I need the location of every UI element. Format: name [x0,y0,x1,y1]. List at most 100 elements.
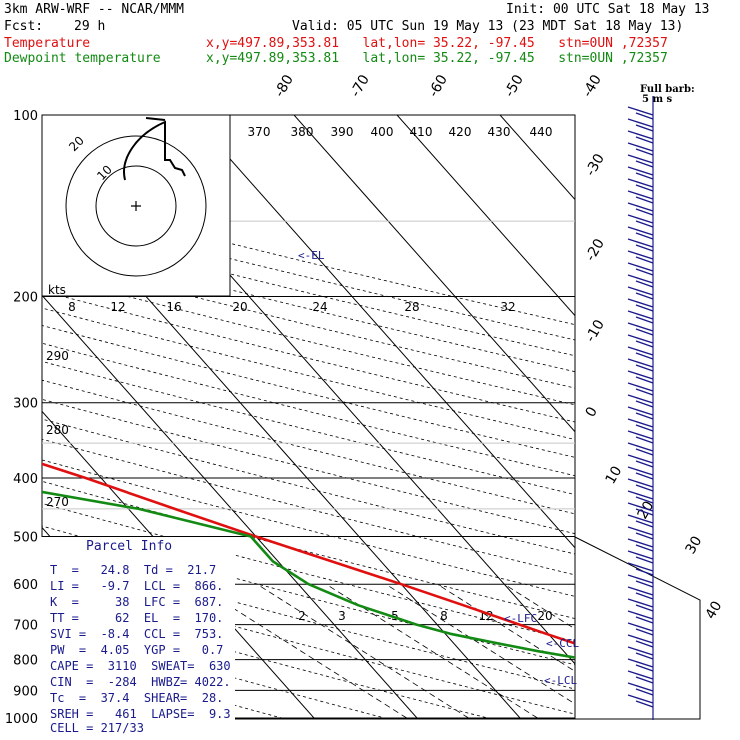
hodograph-axis-label: 8 [68,300,76,314]
dry-adiabat-line [42,573,575,715]
parcel-row: K = 38 LFC = 687. [50,595,224,609]
hodograph-axis-label: 20 [232,300,247,314]
level-annotation: <-LFC [504,612,537,625]
wind-barb [627,538,654,552]
wind-barb [627,682,654,696]
isotherm-line [293,115,575,433]
mixing-ratio-label: 2 [298,609,306,623]
level-annotation: <-LCL [544,674,577,687]
pressure-tick-label: 100 [13,109,38,124]
dewpoint-location: x,y=497.89,353.81 lat,lon= 35.22, -97.45… [206,51,668,66]
wind-barb [627,586,654,600]
hodograph-trace-top [145,117,166,121]
wind-barb [627,346,654,360]
level-annotation: <-EL [298,249,325,262]
parcel-row: T = 24.8 Td = 21.7 [50,563,217,577]
theta-label: 380 [291,125,314,139]
hodograph-center-mark [131,201,141,211]
isotherm-label: -30 [583,151,608,179]
isotherm-label: -80 [272,72,297,100]
wind-barb [627,430,654,444]
pressure-tick-label: 500 [13,530,38,545]
wind-barb [627,322,654,336]
lower-right-outline [574,536,701,720]
theta-label: 430 [488,125,511,139]
parcel-row: TT = 62 EL = 170. [50,611,224,625]
wind-barb [627,466,654,480]
mixing-ratio-line [325,583,538,719]
pressure-tick-label: 300 [13,397,38,412]
wind-barb [627,550,654,564]
wind-barb [627,130,654,144]
forecast-label: Fcst: [4,19,44,34]
isotherm-label: 10 [603,464,626,487]
theta-label: 370 [248,125,271,139]
wind-barb [627,394,654,408]
parcel-row: SVI = -8.4 CCL = 753. [50,627,224,641]
pressure-grid [41,114,701,720]
wind-barb [627,298,654,312]
isotherm-label: -70 [348,72,373,100]
wind-barb [627,574,654,588]
wind-barb [627,238,654,252]
hodograph-axis-label: 12 [110,300,125,314]
hodograph-axis-label: 28 [404,300,419,314]
wind-barb [627,190,654,204]
wind-barb [627,526,654,540]
hodograph-axis-label: 16 [166,300,181,314]
wind-barb [627,598,654,612]
barb-legend-line1: Full barb: [640,84,695,95]
wind-barb [627,262,654,276]
theta-label: 400 [371,125,394,139]
wind-barb [627,694,654,708]
isotherm-label: -10 [583,317,608,345]
wind-barb [627,226,654,240]
temperature-location: x,y=497.89,353.81 lat,lon= 35.22, -97.45… [206,36,668,51]
wind-barb [627,562,654,576]
wind-barb [627,202,654,216]
wind-barb [627,166,654,180]
isotherm-label: 20 [635,499,658,522]
parcel-info-box: Parcel Info T = 24.8 Td = 21.7 LI = -9.7… [40,537,235,735]
theta-label: 440 [530,125,553,139]
dry-adiabat-line [42,459,575,597]
wind-barb [627,610,654,624]
temperature-trace [42,462,575,645]
temperature-legend: Temperature [4,36,91,51]
wind-barb [627,490,654,504]
model-title: 3km ARW-WRF -- NCAR/MMM [4,2,185,17]
hodograph-axis-label: 24 [312,300,327,314]
sounding-traces [42,462,575,659]
inset-left-label: 270 [46,495,69,509]
wind-barb [627,370,654,384]
wind-barb [627,274,654,288]
dry-adiabat-line [42,325,575,458]
isotherm-line [499,115,575,201]
pressure-tick-label: 1000 [5,712,38,727]
forecast-hour: 29 h [74,19,106,34]
wind-barb [627,406,654,420]
mixing-ratio-line [195,583,407,719]
wind-barb [627,178,654,192]
parcel-row: CIN = -284 HWBZ= 4022. [50,675,231,689]
barb-legend-line2: 5 m s [642,94,673,105]
parcel-row: LI = -9.7 LCL = 866. [50,579,224,593]
level-annotation: <-CCL [546,637,579,650]
theta-label: 390 [331,125,354,139]
hodograph-unit-label: kts [48,283,66,297]
isotherm-label: 40 [703,599,726,622]
hodograph-axis-label: 32 [500,300,515,314]
wind-barb [627,502,654,516]
wind-barb [627,658,654,672]
wind-barb [627,478,654,492]
mixing-ratio-label: 3 [338,609,346,623]
wind-barb [627,646,654,660]
theta-label: 410 [410,125,433,139]
hodograph-ring [95,165,177,247]
hodograph-trace [123,120,186,181]
pressure-tick-label: 800 [13,654,38,669]
wind-barb [627,418,654,432]
